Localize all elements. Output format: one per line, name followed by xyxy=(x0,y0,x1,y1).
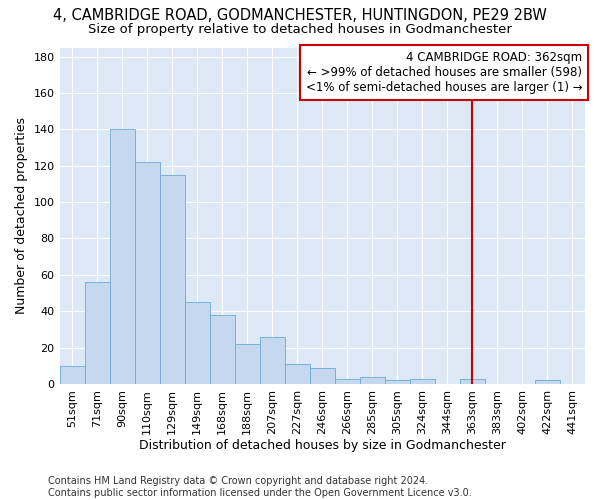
Bar xyxy=(59,366,85,384)
Bar xyxy=(209,315,235,384)
Bar xyxy=(185,302,209,384)
Bar xyxy=(235,344,260,384)
Bar xyxy=(310,368,335,384)
X-axis label: Distribution of detached houses by size in Godmanchester: Distribution of detached houses by size … xyxy=(139,440,506,452)
Bar xyxy=(360,376,385,384)
Bar xyxy=(134,162,160,384)
Bar xyxy=(460,378,485,384)
Bar xyxy=(385,380,410,384)
Text: 4 CAMBRIDGE ROAD: 362sqm
← >99% of detached houses are smaller (598)
<1% of semi: 4 CAMBRIDGE ROAD: 362sqm ← >99% of detac… xyxy=(306,51,583,94)
Bar xyxy=(260,336,285,384)
Text: 4, CAMBRIDGE ROAD, GODMANCHESTER, HUNTINGDON, PE29 2BW: 4, CAMBRIDGE ROAD, GODMANCHESTER, HUNTIN… xyxy=(53,8,547,22)
Bar xyxy=(85,282,110,384)
Bar xyxy=(410,378,435,384)
Bar xyxy=(285,364,310,384)
Bar xyxy=(335,378,360,384)
Bar xyxy=(535,380,560,384)
Text: Size of property relative to detached houses in Godmanchester: Size of property relative to detached ho… xyxy=(88,22,512,36)
Text: Contains HM Land Registry data © Crown copyright and database right 2024.
Contai: Contains HM Land Registry data © Crown c… xyxy=(48,476,472,498)
Bar xyxy=(160,175,185,384)
Y-axis label: Number of detached properties: Number of detached properties xyxy=(15,117,28,314)
Bar xyxy=(110,130,134,384)
